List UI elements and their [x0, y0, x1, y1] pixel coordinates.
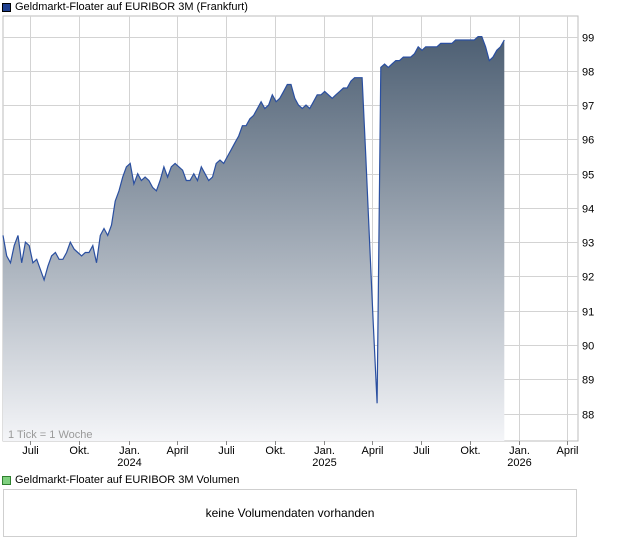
x-tick-label: Jan.: [509, 445, 530, 457]
x-tick-label: April: [166, 445, 188, 457]
x-tick-label: Okt.: [460, 445, 480, 457]
x-tick-year-label: 2024: [117, 457, 141, 469]
y-tick-label: 89: [582, 375, 594, 387]
price-legend: Geldmarkt-Floater auf EURIBOR 3M (Frankf…: [2, 0, 248, 14]
volume-legend: Geldmarkt-Floater auf EURIBOR 3M Volumen: [2, 473, 239, 487]
x-tick-label: Juli: [22, 445, 39, 457]
x-tick-label: Okt.: [69, 445, 89, 457]
x-tick-label: Okt.: [265, 445, 285, 457]
y-tick-label: 88: [582, 410, 594, 422]
price-legend-swatch: [2, 2, 11, 12]
series-line: [2, 35, 505, 404]
x-tick-label: Jan.: [119, 445, 140, 457]
y-tick-label: 95: [582, 170, 594, 182]
x-tick-label: Juli: [218, 445, 235, 457]
volume-empty-message: keine Volumendaten vorhanden: [205, 506, 375, 520]
y-tick-label: 94: [582, 204, 594, 216]
x-tick-label: April: [361, 445, 383, 457]
x-tick-year-label: 2026: [507, 457, 531, 469]
y-tick-label: 98: [582, 67, 594, 79]
volume-legend-label: Geldmarkt-Floater auf EURIBOR 3M Volumen: [15, 474, 240, 486]
x-tick-label: Jan.: [314, 445, 335, 457]
y-tick-label: 93: [582, 238, 594, 250]
price-legend-label: Geldmarkt-Floater auf EURIBOR 3M (Frankf…: [15, 1, 248, 13]
x-tick-label: Juli: [413, 445, 430, 457]
x-tick-year-label: 2025: [312, 457, 336, 469]
x-tick-label: April: [556, 445, 578, 457]
tick-note: 1 Tick = 1 Woche: [8, 429, 93, 441]
y-tick-label: 90: [582, 341, 594, 353]
y-tick-label: 96: [582, 135, 594, 147]
volume-panel: keine Volumendaten vorhanden: [3, 489, 577, 537]
y-tick-label: 97: [582, 101, 594, 113]
volume-legend-swatch: [2, 475, 11, 485]
y-tick-label: 92: [582, 272, 594, 284]
y-tick-label: 91: [582, 307, 594, 319]
series-area: [3, 36, 505, 441]
y-tick-label: 99: [582, 33, 594, 45]
